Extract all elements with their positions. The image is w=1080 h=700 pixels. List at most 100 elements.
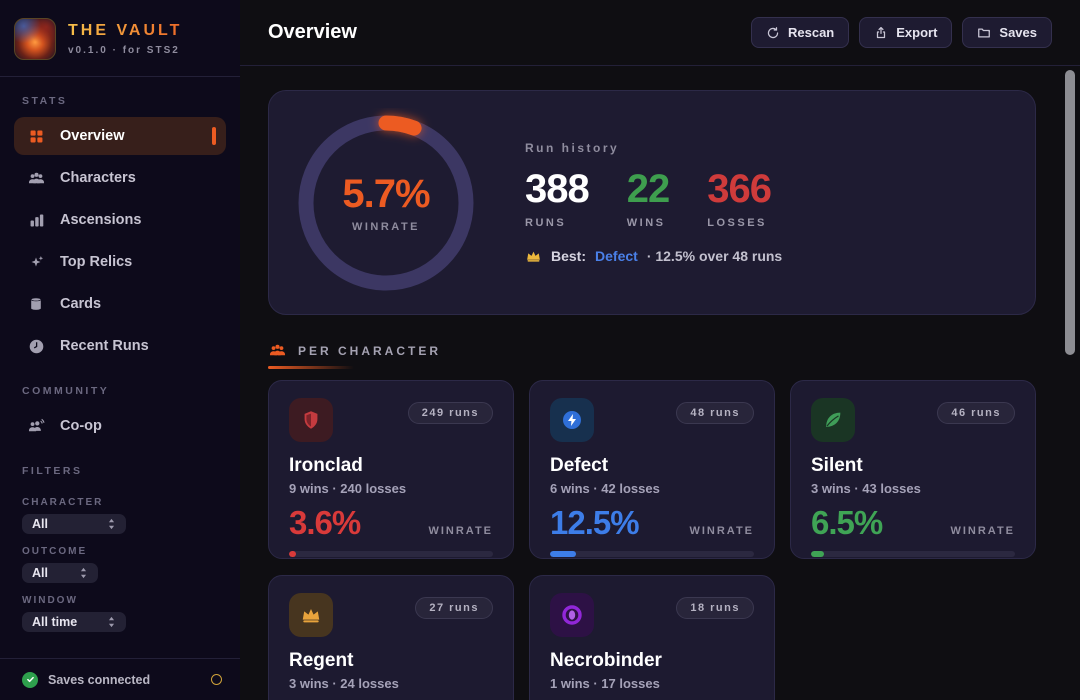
character-record: 3 wins · 24 losses [289,676,399,691]
runs-badge: 27 runs [415,597,493,619]
best-character-line: Best: Defect · 12.5% over 48 runs [525,247,782,264]
character-card-defect[interactable]: 48 runs Defect 6 wins · 42 losses 12.5% … [529,380,775,559]
refresh-icon [767,26,779,38]
sidebar-item-ascensions[interactable]: Ascensions [14,201,226,239]
character-filter-select[interactable]: All [22,514,126,534]
overall-winrate-value: 5.7% [342,172,430,216]
run-history-stats: Run history 388 RUNS 22 WINS 366 LOSSES [525,141,782,264]
winrate-donut: 5.7% WINRATE [291,108,481,298]
window-filter-label: WINDOW [22,595,78,606]
best-detail: · 12.5% over 48 runs [646,247,783,264]
app-title: THE VAULT [68,22,183,39]
outcome-filter-select[interactable]: All [22,563,98,583]
lightning-orb-icon [550,398,594,442]
winrate-gauge-center: 5.7% WINRATE [291,108,481,298]
character-filter-label: CHARACTER [22,497,104,508]
sidebar: THE VAULT v0.1.0 · for STS2 STATS Overvi… [0,0,240,700]
content: 5.7% WINRATE Run history 388 RUNS 22 WIN… [240,66,1080,700]
sidebar-item-characters[interactable]: Characters [14,159,226,197]
app-brand: THE VAULT v0.1.0 · for STS2 [0,0,240,77]
window-filter-select[interactable]: All time [22,612,126,632]
best-prefix: Best: [551,247,587,264]
character-name: Ironclad [289,455,363,476]
filters-panel: CHARACTER All OUTCOME All WINDOW All tim… [0,485,240,632]
card-deck-icon [26,294,46,314]
character-card-silent[interactable]: 46 runs Silent 3 wins · 43 losses 6.5% W… [790,380,1036,559]
sidebar-item-top-relics[interactable]: Top Relics [14,243,226,281]
character-card-necrobinder[interactable]: 18 runs Necrobinder 1 wins · 17 losses 5… [529,575,775,700]
folder-icon [978,28,991,37]
export-label: Export [896,25,938,40]
run-history-title: Run history [525,141,620,155]
stats-section-label: STATS [22,95,68,107]
losses-stat: 366 LOSSES [707,167,772,229]
runs-badge: 48 runs [676,402,754,424]
character-record: 6 wins · 42 losses [550,481,660,496]
winrate-label: WINRATE [428,525,493,537]
sidebar-item-label: Recent Runs [60,338,149,354]
crown-icon [527,251,540,262]
grid-icon [26,126,46,146]
people-icon [269,344,286,356]
winrate-progress-fill [289,551,297,557]
losses-label: LOSSES [707,217,767,229]
loading-spinner-icon [211,674,222,685]
character-name: Regent [289,650,354,671]
runs-value: 388 [525,167,590,211]
scrollbar-thumb[interactable] [1065,70,1075,355]
character-card-grid: 249 runs Ironclad 9 wins · 240 losses 3.… [268,380,1036,700]
sidebar-item-label: Characters [60,170,136,186]
leaf-icon [811,398,855,442]
winrate-progress-fill [811,551,825,557]
sidebar-item-overview[interactable]: Overview [14,117,226,155]
runs-badge: 249 runs [407,402,493,424]
saves-button[interactable]: Saves [962,17,1052,48]
check-icon [22,671,38,688]
bar-chart-icon [26,210,46,230]
sidebar-item-cards[interactable]: Cards [14,285,226,323]
sidebar-item-recent-runs[interactable]: Recent Runs [14,327,226,365]
wins-value: 22 [626,167,670,211]
runs-badge: 46 runs [937,402,1015,424]
losses-value: 366 [707,167,772,211]
character-card-regent[interactable]: 27 runs Regent 3 wins · 24 losses 11.1% … [268,575,514,700]
per-character-title: PER CHARACTER [298,343,442,358]
runs-label: RUNS [525,217,567,229]
saves-label: Saves [999,25,1037,40]
people-icon [26,168,46,188]
per-character-header: PER CHARACTER [268,341,442,369]
winrate-progressbar [811,551,1015,557]
character-record: 9 wins · 240 losses [289,481,407,496]
community-section-label: COMMUNITY [22,385,110,397]
winrate-progressbar [289,551,493,557]
page-title: Overview [268,21,357,43]
sparkles-icon [26,252,46,272]
overall-winrate-label: WINRATE [351,221,420,233]
topbar: Overview Rescan Export Saves [240,0,1080,66]
run-history-card: 5.7% WINRATE Run history 388 RUNS 22 WIN… [268,90,1036,315]
winrate-label: WINRATE [950,525,1015,537]
best-character-link[interactable]: Defect [595,247,638,264]
wins-stat: 22 WINS [627,169,670,229]
character-name: Defect [550,455,609,476]
ring-orb-icon [550,593,594,637]
updown-chevron-icon [108,518,115,530]
window-filter-value: All time [32,615,78,629]
updown-chevron-icon [108,616,115,628]
saves-status-text: Saves connected [48,672,151,687]
sidebar-item-label: Overview [60,128,125,144]
character-card-ironclad[interactable]: 249 runs Ironclad 9 wins · 240 losses 3.… [268,380,514,559]
sidebar-item-label: Top Relics [60,254,133,270]
character-record: 1 wins · 17 losses [550,676,660,691]
winrate-ring-arc [298,115,474,290]
export-button[interactable]: Export [859,17,953,48]
wins-label: WINS [626,217,666,229]
rescan-label: Rescan [787,25,835,40]
runs-stat: 388 RUNS [525,167,590,229]
app-version: v0.1.0 · for STS2 [68,45,180,56]
sidebar-item-coop[interactable]: Co-op [14,407,226,445]
rescan-button[interactable]: Rescan [750,17,850,48]
filters-section-label: FILTERS [22,465,83,477]
winrate-progressbar [550,551,754,557]
active-indicator [212,127,216,145]
